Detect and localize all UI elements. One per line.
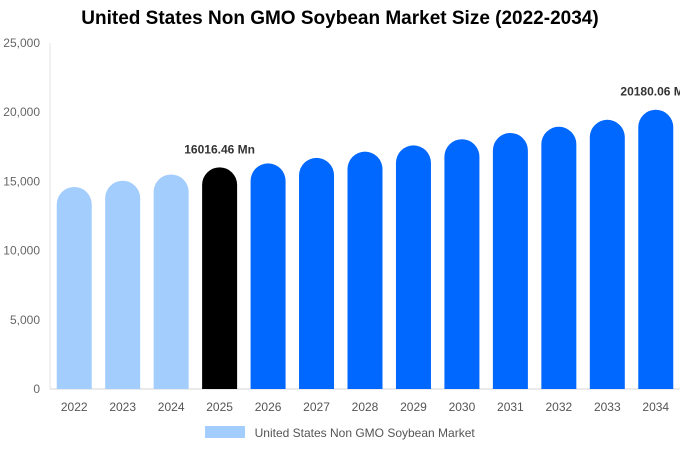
data-label-2034: 20180.06 Mn <box>620 85 680 99</box>
y-tick-label: 0 <box>33 382 40 396</box>
x-tick-label: 2024 <box>158 400 185 414</box>
y-tick-label: 10,000 <box>3 244 40 258</box>
bar-2027 <box>299 157 335 389</box>
x-tick-label: 2033 <box>594 400 621 414</box>
x-tick-label: 2027 <box>303 400 330 414</box>
y-tick-label: 25,000 <box>3 36 40 50</box>
legend: United States Non GMO Soybean Market <box>0 425 680 440</box>
x-tick-label: 2028 <box>352 400 379 414</box>
bar-2029 <box>395 145 431 389</box>
bar-2024 <box>153 174 189 389</box>
x-tick-label: 2031 <box>497 400 524 414</box>
bar-2026 <box>250 163 286 389</box>
x-tick-label: 2022 <box>61 400 88 414</box>
bar-2022 <box>56 186 92 389</box>
bar-2023 <box>105 180 141 389</box>
chart-title: United States Non GMO Soybean Market Siz… <box>81 8 599 29</box>
bar-2032 <box>541 126 577 389</box>
x-tick-label: 2032 <box>545 400 572 414</box>
y-tick-label: 15,000 <box>3 174 40 188</box>
y-tick-label: 20,000 <box>3 105 40 119</box>
legend-swatch <box>205 425 246 438</box>
x-tick-label: 2025 <box>206 400 233 414</box>
bar-2034 <box>638 109 674 389</box>
bar-2025 <box>202 167 238 389</box>
bar-2031 <box>492 132 528 389</box>
x-tick-label: 2034 <box>642 400 669 414</box>
bar-2030 <box>444 139 480 389</box>
bar-2028 <box>347 151 383 389</box>
legend-label: United States Non GMO Soybean Market <box>254 425 475 440</box>
x-tick-label: 2030 <box>449 400 476 414</box>
x-tick-label: 2026 <box>255 400 282 414</box>
y-tick-label: 5,000 <box>10 313 40 327</box>
bar-2033 <box>589 119 625 389</box>
data-label-2025: 16016.46 Mn <box>184 142 255 156</box>
x-tick-label: 2029 <box>400 400 427 414</box>
x-tick-label: 2023 <box>109 400 136 414</box>
